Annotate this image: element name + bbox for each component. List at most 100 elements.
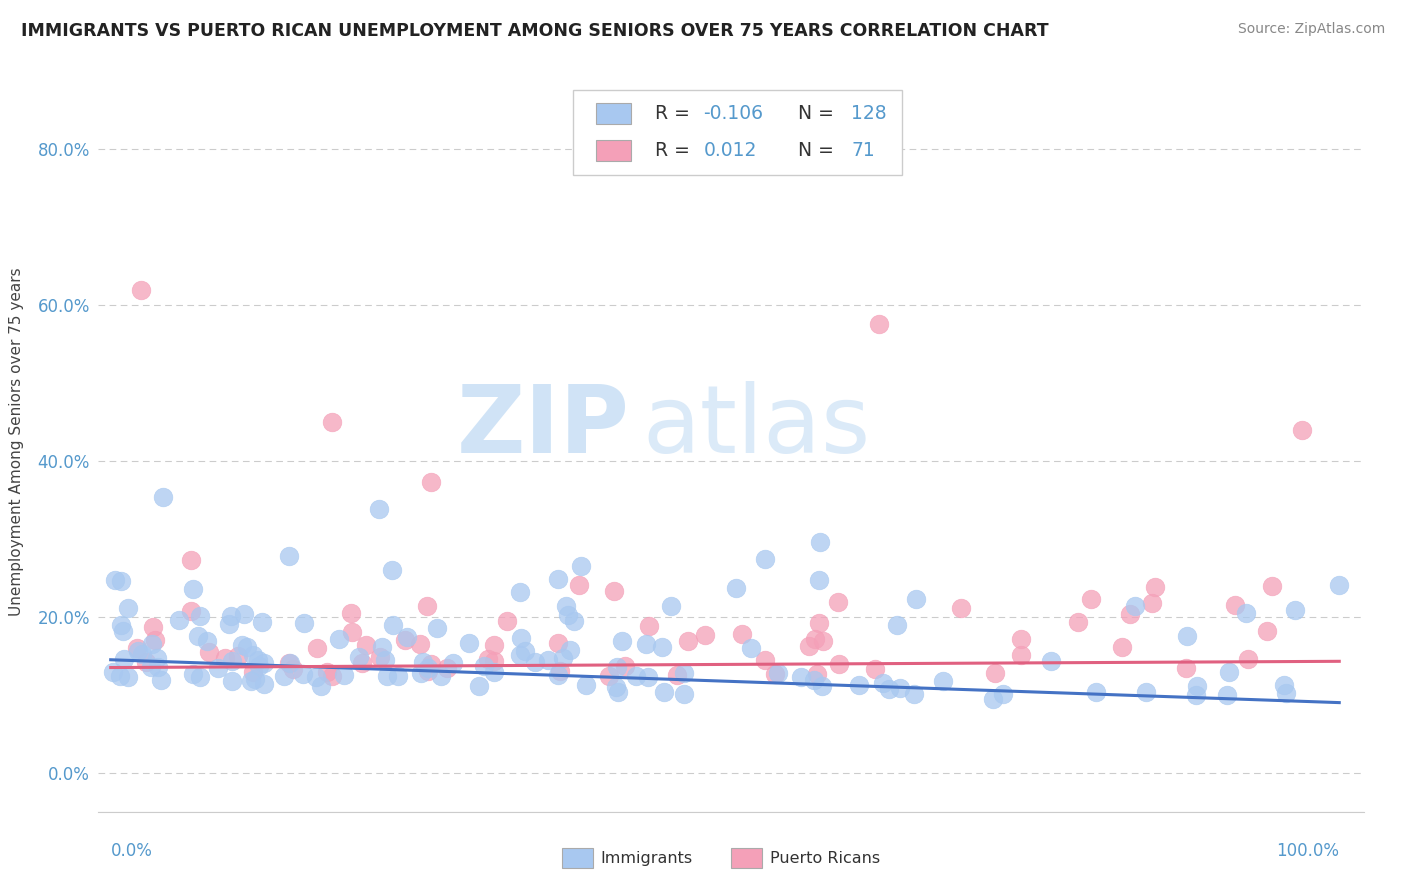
Point [725,581,748,595]
Point [804,632,827,646]
Point [863,662,886,676]
Point [125,640,148,655]
Point [547,636,569,650]
Point [813,633,835,648]
Point [626,669,648,683]
Point [672,666,695,681]
Point [807,615,830,630]
Point [524,655,547,669]
Point [1175,629,1198,643]
Point [797,639,820,653]
Point [430,669,453,683]
Point [117,600,139,615]
Point [555,599,578,614]
Point [246,653,269,667]
Point [1261,579,1284,593]
Point [983,691,1005,706]
Point [868,317,890,331]
Text: IMMIGRANTS VS PUERTO RICAN UNEMPLOYMENT AMONG SENIORS OVER 75 YEARS CORRELATION : IMMIGRANTS VS PUERTO RICAN UNEMPLOYMENT … [21,22,1049,40]
Point [112,651,135,665]
Point [575,678,598,692]
Text: R =: R = [655,104,696,123]
Point [550,665,572,679]
Point [1174,661,1197,675]
Point [1184,688,1206,702]
Point [1237,651,1260,665]
Point [409,637,432,651]
Point [197,634,219,648]
Point [321,669,343,683]
Point [111,624,134,638]
Point [903,687,925,701]
Point [510,632,533,646]
Point [613,658,636,673]
Point [354,639,377,653]
Point [381,618,404,632]
Point [1140,596,1163,610]
Point [221,673,243,688]
Point [420,657,443,671]
Point [221,654,243,668]
Point [1218,665,1240,679]
Point [509,648,531,662]
Text: 100.0%: 100.0% [1277,842,1340,860]
Point [598,669,620,683]
Point [236,640,259,655]
Point [949,601,972,615]
Point [472,659,495,673]
Point [371,640,394,654]
Point [131,283,153,297]
Point [150,673,173,687]
Point [984,665,1007,680]
Point [1291,423,1313,437]
Point [396,630,419,644]
Point [374,653,396,667]
Point [564,614,586,628]
Point [886,617,908,632]
Point [146,660,169,674]
Point [316,665,339,679]
Point [606,660,628,674]
Point [569,558,592,573]
Point [411,665,433,680]
Point [666,668,689,682]
Bar [596,140,631,161]
Point [349,650,371,665]
Point [877,681,900,696]
Point [513,643,536,657]
Point [1143,581,1166,595]
Point [305,641,328,656]
Point [233,607,256,622]
Point [731,627,754,641]
Point [495,615,517,629]
Point [253,677,276,691]
Point [305,670,328,684]
Point [110,574,132,589]
Point [207,661,229,675]
Point [1327,578,1350,592]
Point [243,673,266,687]
Point [333,668,356,682]
Point [309,679,332,693]
Point [484,639,506,653]
Text: N =: N = [799,141,839,160]
Point [932,673,955,688]
Point [1256,624,1278,638]
Point [603,584,626,599]
Point [218,617,240,632]
Text: 0.012: 0.012 [703,141,756,160]
Point [828,657,851,671]
Point [1284,602,1306,616]
Point [426,621,449,635]
Point [482,665,505,679]
Point [387,669,409,683]
Text: ZIP: ZIP [457,381,630,473]
Point [808,534,831,549]
Point [605,680,627,694]
Point [993,687,1015,701]
Point [676,633,699,648]
Point [252,615,274,629]
Point [253,656,276,670]
Point [827,594,849,608]
Point [368,650,391,665]
